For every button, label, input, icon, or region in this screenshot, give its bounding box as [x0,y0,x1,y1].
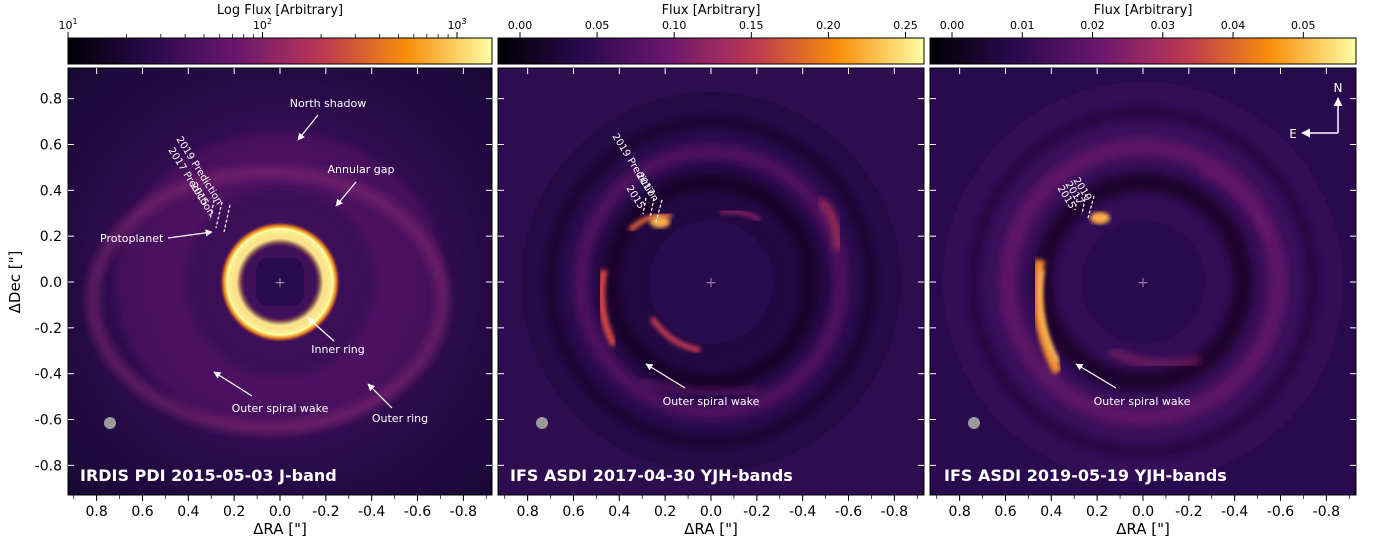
panel-1: + 2019 Prediction 2017 Prediction 2015 N… [67,67,493,496]
colorbar-2-tick-label: 0.25 [893,19,918,32]
y-axis-label: ΔDec ["] [6,251,24,314]
colorbar-2: Flux [Arbitrary] 0.00 0.05 0.10 0.15 0.20 0.2… [497,3,925,65]
panel-3-label: IFS ASDI 2019-05-19 YJH-bands [944,466,1227,485]
y-tick-label: 0.8 [40,92,62,108]
colorbar-3-title: Flux [Arbitrary] [1094,3,1193,18]
colorbar-3-tick-label: 0.05 [1291,19,1316,32]
y-tick-label: 0.4 [40,183,62,199]
y-tick-label: -0.8 [35,458,62,474]
colorbar-2-tick-label: 0.05 [585,19,610,32]
x-tick-label: 0.8 [86,504,108,520]
x-tick-label: -0.6 [404,504,431,520]
panel-2-label: IFS ASDI 2017-04-30 YJH-bands [510,466,793,485]
x-tick-label: 0.2 [654,504,676,520]
colorbar-3-tick-label: 0.03 [1151,19,1176,32]
compass: N E [1289,81,1343,141]
colorbar-2-tick-label: 0.00 [508,19,533,32]
x-tick-label: -0.8 [881,504,908,520]
x-tick-label: 0.2 [223,504,245,520]
y-tick-label: -0.4 [35,367,62,383]
colorbar-3: Flux [Arbitrary] 0.00 0.01 0.02 0.03 0.04 0.0… [929,3,1357,65]
y-tick-label: 0.2 [40,229,62,245]
x-tick-label: 0.0 [700,504,722,520]
x-tick-label: -0.4 [1221,504,1248,520]
y-tick-label: 0.0 [40,275,62,291]
x-tick-label: -0.2 [312,504,339,520]
colorbar-1-tick-label: 101 [58,17,77,32]
x-tick-label: 0.0 [1132,504,1154,520]
panel-2: + 2019 Prediction 2017 2015 Outer spiral… [497,67,925,496]
colorbar-3-ticks: 0.00 0.01 0.02 0.03 0.04 0.05 [940,19,1316,38]
svg-text:+: + [1137,275,1149,291]
colorbar-2-ticks: 0.00 0.05 0.10 0.15 0.20 0.25 [508,19,918,38]
y-tick-label: -0.6 [35,413,62,429]
colorbar-2-tick-label: 0.10 [662,19,687,32]
colorbar-1-tick-label: 103 [447,17,466,32]
compass-east: E [1289,127,1297,141]
annot-inner-ring: Inner ring [311,343,365,356]
panel-3: + 2019 2017 2015 Outer spiral wake N E I… [929,67,1357,496]
x-axis-label-2: ΔRA ["] [684,520,738,538]
annot-outer-ring: Outer ring [372,412,428,425]
colorbar-2-tick-label: 0.15 [739,19,764,32]
y-tick-label: 0.6 [40,137,62,153]
panel-1-label: IRDIS PDI 2015-05-03 J-band [80,466,337,485]
x-tick-label: -0.2 [1175,504,1202,520]
colorbar-2-title: Flux [Arbitrary] [662,3,761,18]
colorbar-1: Log Flux [Arbitrary] 101 102 103 [58,3,493,65]
annot-outer-spiral-wake: Outer spiral wake [232,402,329,415]
x-tick-label: 0.4 [608,504,630,520]
x-tick-label: -0.4 [789,504,816,520]
x-tick-label: 0.6 [562,504,584,520]
x-tick-label: 0.0 [269,504,291,520]
annot-outer-spiral-wake: Outer spiral wake [663,395,760,408]
x-tick-label: -0.8 [450,504,477,520]
colorbar-3-tick-label: 0.02 [1080,19,1105,32]
compass-north: N [1334,81,1343,95]
annot-annular-gap: Annular gap [328,163,395,176]
x-tick-label: 0.2 [1086,504,1108,520]
x-tick-label: 0.8 [517,504,539,520]
x-tick-label: 0.4 [177,504,199,520]
colorbar-2-tick-label: 0.20 [816,19,841,32]
x-tick-label: -0.2 [743,504,770,520]
x-tick-label: 0.8 [949,504,971,520]
colorbar-1-tick-label: 102 [253,17,272,32]
axes: 0.8 0.6 0.4 0.2 0.0 -0.2 -0.4 -0.6 -0.8 0.8 0.6 0.4… [35,68,1356,520]
x-tick-label: -0.4 [358,504,385,520]
x-tick-label: 0.6 [131,504,153,520]
colorbar-3-tick-label: 0.04 [1221,19,1246,32]
colorbar-1-ticks: 101 102 103 [58,17,467,38]
annot-north-shadow: North shadow [290,97,366,110]
x-axis-label-3: ΔRA ["] [1116,520,1170,538]
x-axis-label-1: ΔRA ["] [253,520,307,538]
x-tick-label: 0.4 [1040,504,1062,520]
colorbar-3-tick-label: 0.01 [1010,19,1035,32]
colorbar-3-tick-label: 0.00 [940,19,965,32]
x-tick-label: 0.6 [994,504,1016,520]
y-tick-label: -0.2 [35,321,62,337]
annot-protoplanet: Protoplanet [100,232,164,245]
x-tick-label: -0.6 [1267,504,1294,520]
svg-text:+: + [274,275,286,291]
x-tick-label: -0.6 [835,504,862,520]
x-tick-label: -0.8 [1313,504,1340,520]
annot-outer-spiral-wake: Outer spiral wake [1094,395,1191,408]
colorbar-1-title: Log Flux [Arbitrary] [217,3,343,18]
svg-text:+: + [705,275,717,291]
